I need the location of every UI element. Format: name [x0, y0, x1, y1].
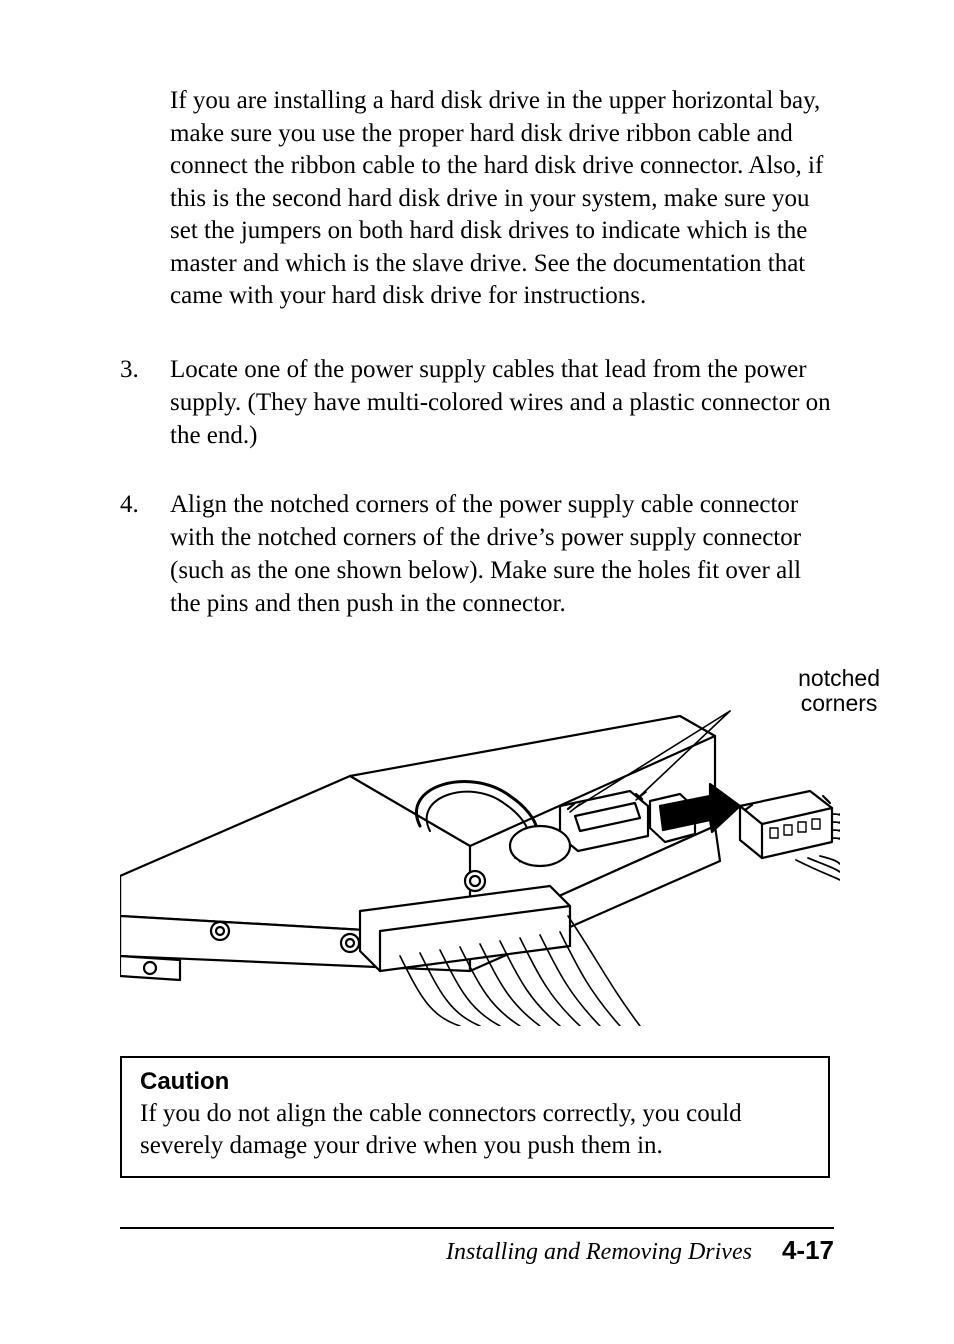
figure-label-line2: corners [801, 690, 878, 716]
step-text: Align the notched corners of the power s… [170, 488, 834, 620]
step-number: 3. [120, 353, 170, 452]
caution-box: Caution If you do not align the cable co… [120, 1056, 830, 1178]
power-connector-figure: notched corners [120, 656, 840, 1026]
caution-text: If you do not align the cable connectors… [140, 1098, 810, 1162]
footer-line: Installing and Removing Drives 4-17 [120, 1235, 834, 1266]
footer-section: Installing and Removing Drives [446, 1239, 752, 1265]
drive-illustration [120, 656, 840, 1026]
footer-rule [120, 1227, 834, 1229]
page-footer: Installing and Removing Drives 4-17 [120, 1227, 834, 1266]
manual-page: If you are installing a hard disk drive … [0, 0, 954, 1344]
intro-paragraph: If you are installing a hard disk drive … [170, 85, 834, 313]
footer-page-number: 4-17 [782, 1235, 834, 1265]
figure-label: notched corners [798, 666, 880, 717]
step-text: Locate one of the power supply cables th… [170, 353, 834, 452]
step-4: 4. Align the notched corners of the powe… [120, 488, 834, 620]
figure-label-line1: notched [798, 665, 880, 691]
caution-title: Caution [140, 1068, 810, 1096]
step-number: 4. [120, 488, 170, 620]
step-3: 3. Locate one of the power supply cables… [120, 353, 834, 452]
